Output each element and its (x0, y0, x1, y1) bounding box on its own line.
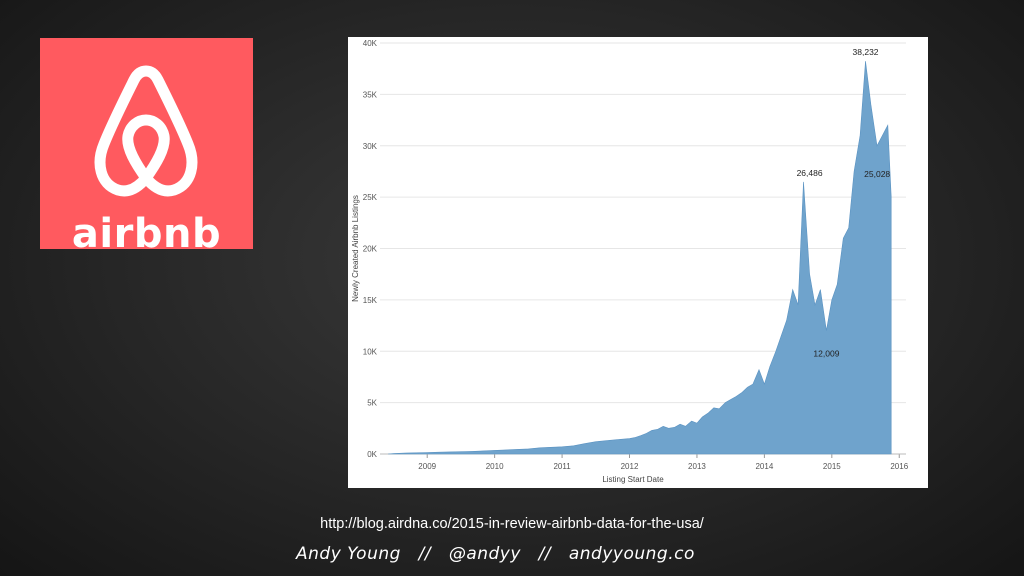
airbnb-belo-icon (94, 65, 198, 197)
x-axis-title: Listing Start Date (602, 475, 664, 484)
author-handle: @andyy (448, 544, 521, 564)
y-tick-label: 15K (363, 296, 378, 305)
x-tick-label: 2012 (621, 462, 639, 471)
data-label: 12,009 (813, 349, 839, 359)
source-link[interactable]: http://blog.airdna.co/2015-in-review-air… (320, 516, 704, 532)
chart-canvas: 0K 5K 10K 15K 20K 25K 30K 35K 40K 2009 2010 2011 201… (351, 39, 909, 484)
y-tick-label: 0K (367, 450, 377, 459)
data-label: 26,486 (797, 168, 823, 178)
x-tick-label: 2013 (688, 462, 706, 471)
x-tick-label: 2011 (553, 462, 571, 471)
x-tick-label: 2010 (486, 462, 504, 471)
author-site: andyyoung.co (568, 544, 695, 564)
x-tick-label: 2014 (755, 462, 773, 471)
y-tick-label: 35K (363, 90, 378, 99)
airbnb-wordmark: airbnb (71, 211, 222, 257)
x-tick-label: 2009 (418, 462, 436, 471)
x-tick-label: 2016 (890, 462, 908, 471)
listings-chart: 0K 5K 10K 15K 20K 25K 30K 35K 40K 2009 2010 2011 201… (348, 37, 928, 488)
airbnb-logo: airbnb (40, 38, 253, 254)
y-tick-label: 5K (367, 399, 377, 408)
data-label: 25,028 (864, 169, 890, 179)
y-tick-label: 40K (363, 39, 378, 48)
separator-1: // (418, 544, 432, 564)
y-tick-label: 25K (363, 193, 378, 202)
x-tick-label: 2015 (823, 462, 841, 471)
y-tick-label: 20K (363, 245, 378, 254)
separator-2: // (538, 544, 552, 564)
y-tick-label: 10K (363, 347, 378, 356)
y-axis-title: Newly Created Airbnb Listings (351, 195, 360, 302)
y-tick-label: 30K (363, 142, 378, 151)
area-series (388, 61, 892, 455)
author-name: Andy Young (296, 544, 401, 564)
author-credit: Andy Young // @andyy // andyyoung.co (296, 544, 736, 564)
data-label: 38,232 (853, 47, 879, 57)
